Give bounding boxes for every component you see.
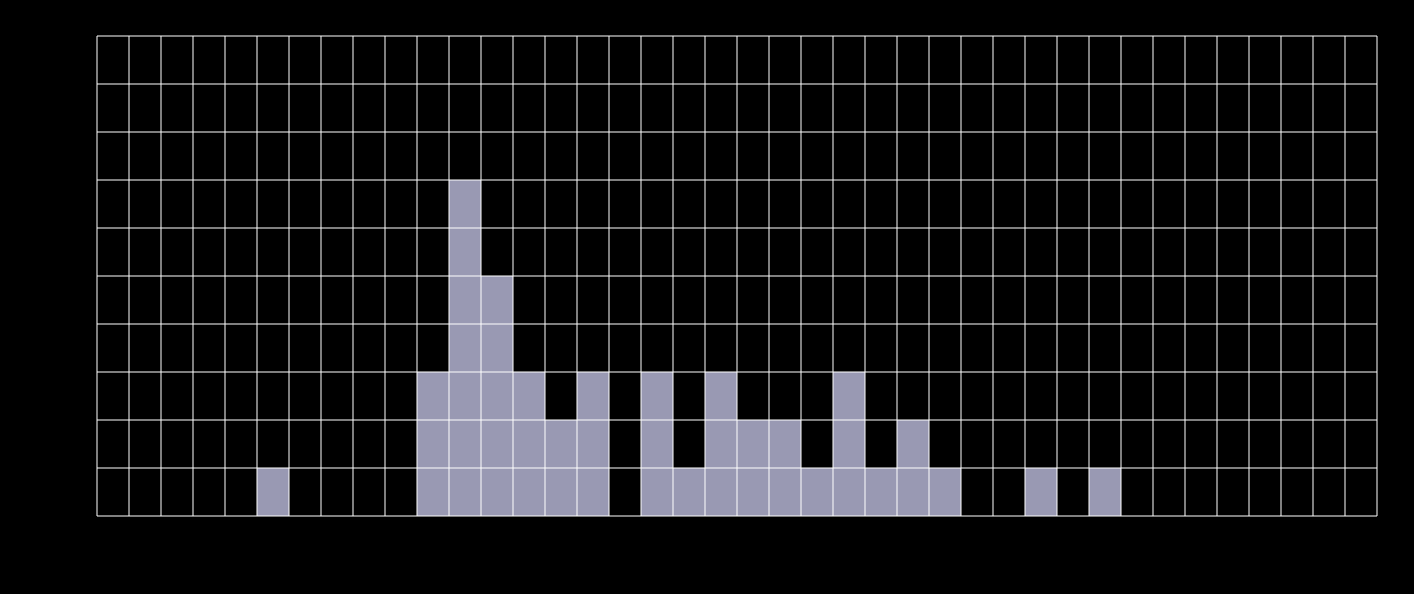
histogram-chart (0, 0, 1414, 594)
histogram-bar (705, 372, 737, 516)
histogram-bar (801, 468, 833, 516)
histogram-bar (449, 180, 481, 516)
histogram-bar (929, 468, 961, 516)
histogram-bar (417, 372, 449, 516)
histogram-bar (865, 468, 897, 516)
histogram-bar (833, 372, 865, 516)
histogram-bar (673, 468, 705, 516)
histogram-bar (577, 372, 609, 516)
histogram-bar (513, 372, 545, 516)
histogram-bar (641, 372, 673, 516)
grid (97, 36, 1377, 516)
histogram-bar (481, 276, 513, 516)
histogram-bar (1025, 468, 1057, 516)
chart-svg (0, 0, 1414, 594)
histogram-bar (1089, 468, 1121, 516)
histogram-bar (257, 468, 289, 516)
